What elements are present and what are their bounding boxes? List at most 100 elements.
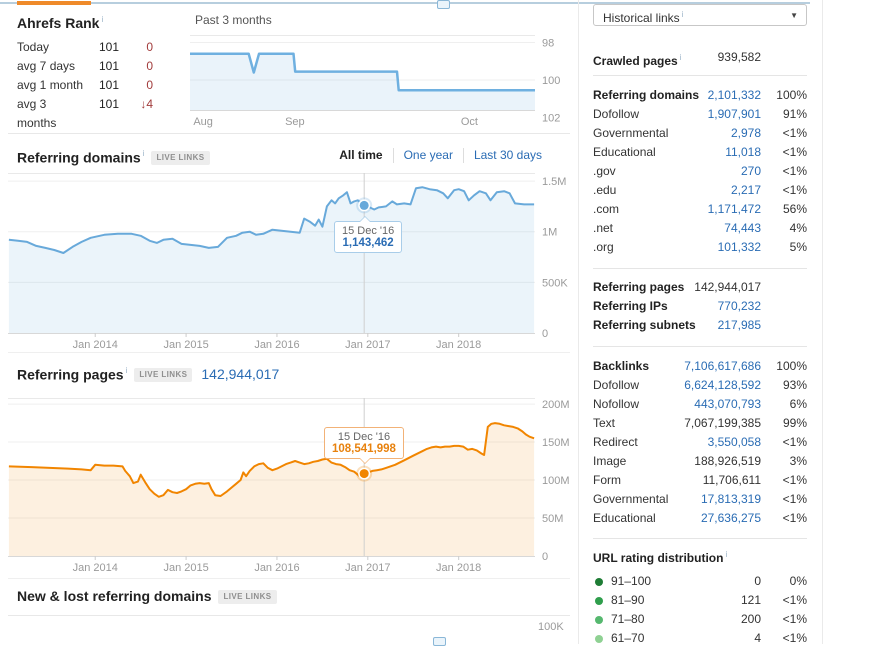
stat-label: .org [593, 240, 614, 254]
stat-value[interactable]: 1,171,472 [707, 202, 761, 216]
tooltip-date: 15 Dec '16 [342, 225, 395, 237]
axis-label-100k: 100K [538, 621, 564, 633]
rating-dot-icon [595, 596, 603, 605]
stat-value[interactable]: 6,624,128,592 [684, 378, 761, 392]
stat-value[interactable]: 17,813,319 [700, 492, 761, 506]
svg-text:150M: 150M [542, 437, 570, 449]
svg-text:Sep: Sep [285, 116, 305, 128]
stat-percent: 5% [789, 240, 807, 254]
stat-label: Dofollow [593, 378, 640, 392]
stat-value[interactable]: 2,978 [730, 126, 761, 140]
stat-percent: 3% [789, 454, 807, 468]
svg-text:Aug: Aug [193, 116, 213, 128]
svg-text:Jan 2015: Jan 2015 [163, 339, 208, 351]
rating-range: 61–70 [611, 631, 645, 645]
info-icon[interactable]: i [681, 10, 684, 19]
stat-row: Backlinks 7,106,617,686 100% [593, 357, 807, 376]
past-3-months-label: Past 3 months [195, 13, 272, 27]
stat-label: Referring domains [593, 88, 700, 102]
stat-value[interactable]: 217,985 [717, 318, 761, 332]
rank-delta: ↓4 [140, 97, 153, 111]
stat-label: Referring subnets [593, 318, 696, 332]
rank-row: Today 101 0 [17, 38, 153, 57]
rank-row: avg 7 days 101 0 [17, 57, 153, 76]
url-rating-row: 91–100 0 0% [593, 572, 807, 591]
rank-label: avg 1 month [17, 78, 84, 92]
rating-count: 121 [740, 593, 761, 607]
stat-row: .com 1,171,472 56% [593, 200, 807, 219]
tab-separator [462, 147, 464, 163]
tab-one-year[interactable]: One year [403, 148, 453, 162]
rank-delta: 0 [146, 78, 153, 92]
rating-percent: 0% [789, 574, 807, 588]
stat-value[interactable]: 74,443 [724, 221, 761, 235]
stat-label: Redirect [593, 435, 638, 449]
stat-row: Educational 27,636,275 <1% [593, 509, 807, 528]
stat-percent: 93% [782, 378, 807, 392]
info-icon[interactable]: i [142, 149, 145, 158]
referring-pages-title: Referring pages [17, 366, 124, 383]
stat-label: Form [593, 473, 621, 487]
stats-sidebar: Historical links i ▼ Crawled pages i 939,58… [593, 0, 807, 645]
rank-value: 101 [98, 40, 119, 54]
info-icon[interactable]: i [679, 53, 682, 62]
info-icon[interactable]: i [101, 15, 104, 25]
stat-label: .net [593, 221, 614, 235]
stat-value: 11,706,611 [702, 473, 761, 487]
tab-all-time[interactable]: All time [339, 148, 383, 162]
svg-text:0: 0 [542, 328, 548, 340]
stat-row: .gov 270 <1% [593, 162, 807, 181]
sidebar-divider [593, 346, 807, 347]
stat-percent [761, 316, 807, 335]
tab-last-30-days[interactable]: Last 30 days [473, 148, 542, 162]
stat-value[interactable]: 1,907,901 [707, 107, 761, 121]
info-icon[interactable]: i [125, 366, 128, 375]
main-sidebar-divider [578, 0, 579, 644]
referring-domains-title: Referring domains [17, 149, 141, 166]
stat-value: 7,067,199,385 [684, 416, 761, 430]
stat-row: .edu 2,217 <1% [593, 181, 807, 200]
stat-value[interactable]: 270 [740, 164, 761, 178]
svg-text:Jan 2014: Jan 2014 [73, 562, 118, 574]
url-rating-row: 81–90 121 <1% [593, 591, 807, 610]
ahrefs-rank-chart[interactable]: 98 100 102 Aug Sep Oct [190, 35, 587, 137]
stat-row: Redirect 3,550,058 <1% [593, 433, 807, 452]
chart-resize-handle-bottom[interactable] [433, 637, 446, 646]
stat-label: Governmental [593, 126, 669, 140]
referring-pages-total[interactable]: 142,944,017 [201, 366, 280, 383]
stat-value[interactable]: 443,070,793 [694, 397, 761, 411]
stat-value[interactable]: 11,018 [725, 145, 761, 159]
stat-value[interactable]: 3,550,058 [707, 435, 761, 449]
svg-text:1.5M: 1.5M [542, 176, 566, 188]
sidebar-right-divider [822, 0, 823, 644]
stat-value[interactable]: 27,636,275 [700, 511, 761, 525]
rating-percent: <1% [782, 631, 807, 645]
stat-value[interactable]: 770,232 [717, 299, 761, 313]
stat-value: 142,944,017 [694, 280, 761, 294]
referring-domains-chart[interactable]: 1.5M 1M 500K 0 Jan 2014 Jan 2015 Jan 2016 Jan 2… [8, 173, 587, 360]
stat-value[interactable]: 7,106,617,686 [684, 359, 761, 373]
historical-links-dropdown[interactable]: Historical links i ▼ [593, 4, 807, 26]
stat-percent: 91% [782, 107, 807, 121]
stat-label: Referring IPs [593, 299, 668, 313]
referring-pages-chart[interactable]: 200M 150M 100M 50M 0 Jan 2014 Jan 2015 Jan 2016… [8, 398, 587, 583]
stat-row: Nofollow 443,070,793 6% [593, 395, 807, 414]
time-range-tabs: All time One year Last 30 days [336, 146, 545, 164]
stat-percent: <1% [782, 435, 807, 449]
stat-value[interactable]: 2,101,332 [707, 88, 761, 102]
chart-resize-handle-top[interactable] [437, 0, 450, 9]
ahrefs-rank-title: Ahrefs Rank i [17, 15, 103, 31]
stat-percent: 4% [789, 221, 807, 235]
rating-percent: <1% [782, 612, 807, 626]
stat-row: .org 101,332 5% [593, 238, 807, 257]
svg-text:Jan 2017: Jan 2017 [345, 339, 390, 351]
tooltip-date: 15 Dec '16 [337, 431, 391, 443]
stat-value[interactable]: 2,217 [730, 183, 761, 197]
new-lost-referring-domains-header: New & lost referring domains LIVE LINKS [17, 586, 277, 606]
dropdown-selected-value: Historical links [603, 11, 680, 25]
svg-text:Jan 2016: Jan 2016 [254, 339, 299, 351]
ahrefs-rank-label: Ahrefs Rank [17, 15, 100, 31]
stat-value[interactable]: 101,332 [717, 240, 761, 254]
stat-percent: <1% [782, 492, 807, 506]
info-icon[interactable]: i [725, 550, 728, 559]
